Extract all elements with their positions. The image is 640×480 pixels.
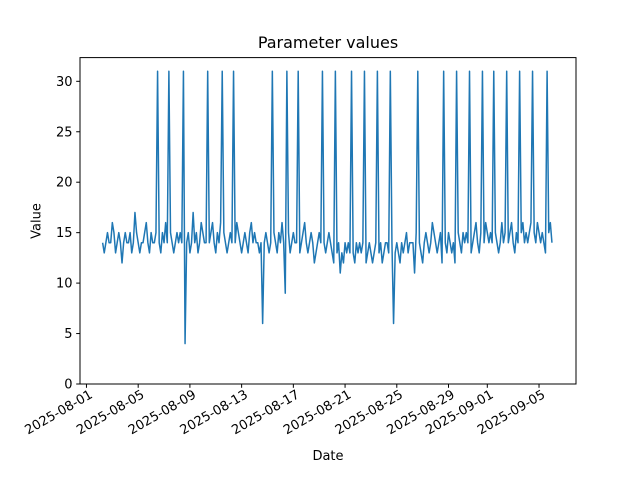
y-tick-label: 10 xyxy=(56,277,73,292)
y-tick-label: 20 xyxy=(56,176,73,191)
y-tick-label: 25 xyxy=(56,125,73,140)
chart-title: Parameter values xyxy=(257,33,399,52)
y-tick-label: 5 xyxy=(64,327,72,342)
x-axis-label: Date xyxy=(312,449,344,464)
y-tick-label: 0 xyxy=(64,378,72,393)
y-axis-label: Value xyxy=(29,203,45,239)
y-tick-label: 30 xyxy=(56,75,73,90)
plot-line xyxy=(101,70,553,345)
y-tick-label: 15 xyxy=(56,226,73,241)
axes-frame xyxy=(79,57,577,385)
